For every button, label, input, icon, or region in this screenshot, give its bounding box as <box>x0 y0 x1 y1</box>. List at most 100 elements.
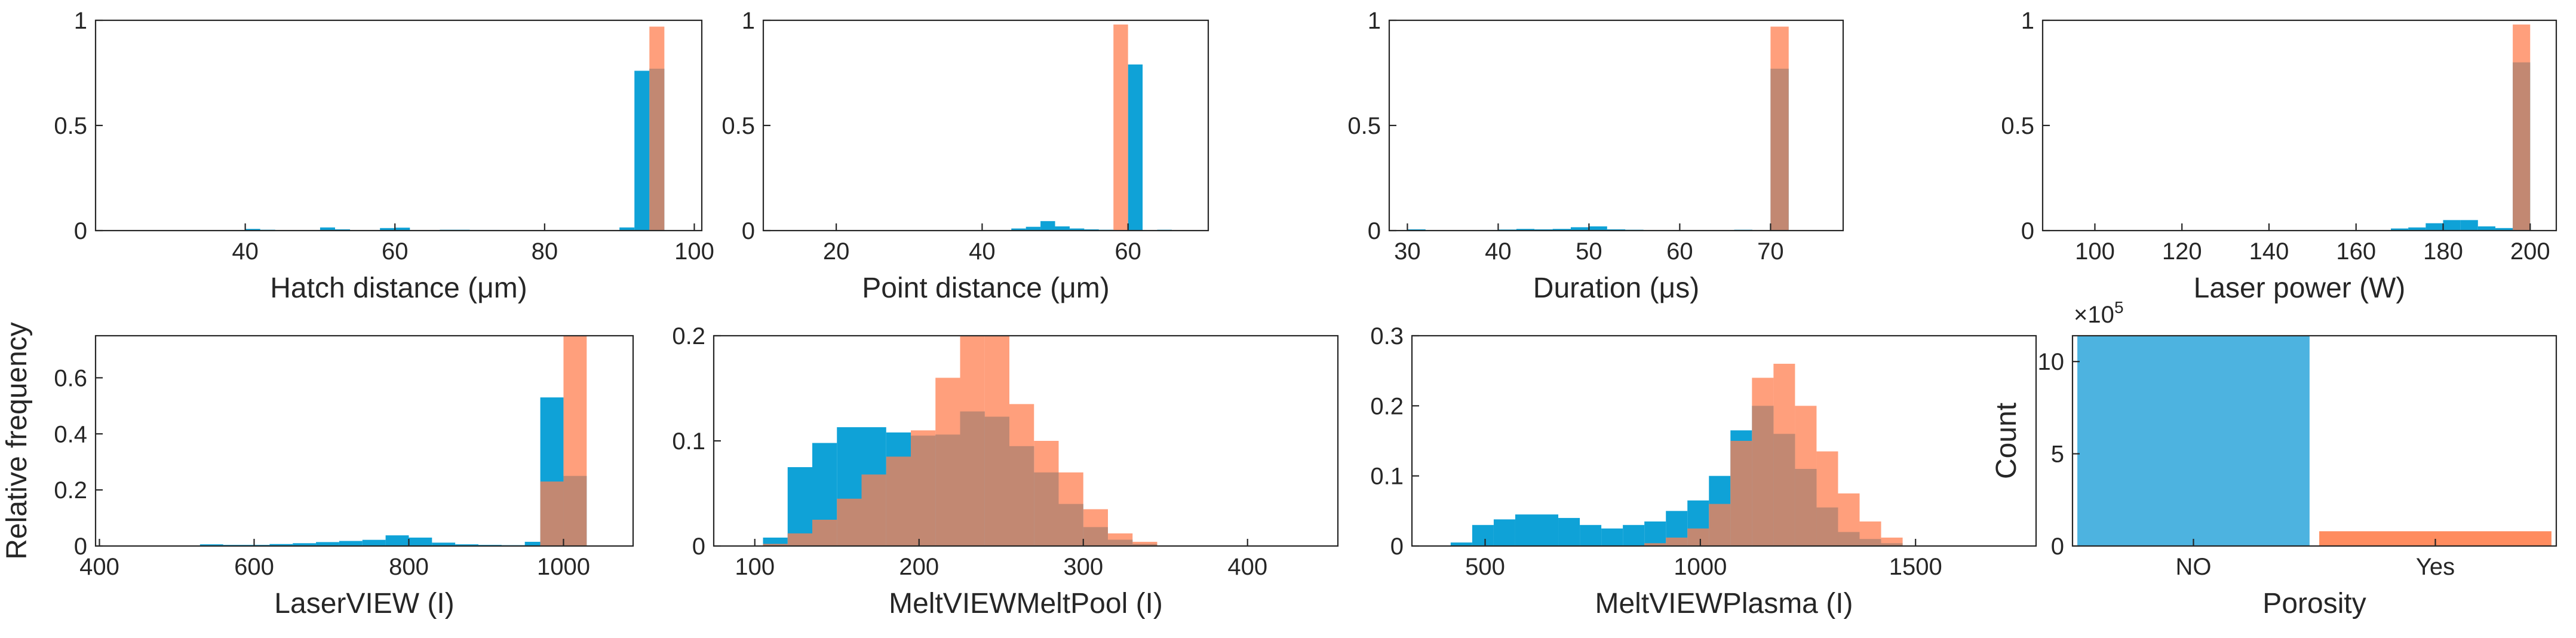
x-axis-label: Hatch distance (μm) <box>270 272 527 304</box>
histogram-bar-yes <box>1644 543 1666 546</box>
x-tick-label: 160 <box>2336 238 2376 265</box>
histogram-bar-no <box>1601 528 1623 546</box>
histogram-bar-yes <box>1083 509 1108 546</box>
histogram-bar-yes <box>1730 441 1752 546</box>
bar-no <box>2077 336 2310 546</box>
histogram-bar-yes <box>1058 472 1083 546</box>
y-tick-label: 0 <box>74 218 87 244</box>
histogram-bar-no <box>1623 524 1645 546</box>
x-tick-label: 60 <box>1666 238 1693 265</box>
histogram-bar-no <box>2408 227 2426 231</box>
histogram-bar-yes <box>984 336 1009 546</box>
panel-meltviewmeltpool: 100 200 300 400 0 0.1 0.2 MeltVIEWMeltPool (I) <box>672 323 1339 619</box>
histogram-bar-yes <box>1752 378 1774 546</box>
axes-box <box>94 19 703 232</box>
histogram-bar-no <box>380 228 395 231</box>
axes-box <box>1411 335 2037 547</box>
histogram-bar-yes <box>563 336 587 546</box>
histogram-bar-no <box>1055 226 1070 231</box>
histogram-bar-no <box>787 467 812 546</box>
x-axis-label: Laser power (W) <box>2194 272 2406 304</box>
histogram-bar-no <box>1472 524 1494 546</box>
panel-duration: 30 40 50 60 70 0 0.5 1 Duration (μs) <box>1347 8 1844 304</box>
x-tick-label: 800 <box>389 554 429 580</box>
histogram-bar-yes <box>1009 404 1034 546</box>
histogram-bar-yes <box>1795 406 1817 546</box>
x-tick-label: 180 <box>2423 238 2463 265</box>
histogram-bar-no <box>362 539 386 546</box>
histogram-bar-yes <box>649 26 665 231</box>
y-tick-label: 0.2 <box>1370 393 1404 419</box>
histogram-bar-no <box>619 227 635 231</box>
histogram-bar-no <box>1580 524 1602 546</box>
x-tick-label: 100 <box>735 554 775 580</box>
histogram-bar-no <box>1069 228 1085 231</box>
x-tick-label: 140 <box>2249 238 2289 265</box>
x-axis-label: Point distance (μm) <box>862 272 1109 304</box>
axes-box <box>94 335 634 547</box>
x-tick-label: 1000 <box>1674 554 1727 580</box>
histogram-bar-yes <box>911 430 936 546</box>
histogram-bar-no <box>1516 229 1535 231</box>
y-tick-label: 0.4 <box>54 421 87 447</box>
histogram-bar-no <box>432 542 456 546</box>
histogram-bar-yes <box>1709 504 1731 546</box>
x-tick-label: 100 <box>674 238 714 265</box>
y-axis-label: Relative frequency <box>1 322 33 560</box>
y-tick-label: 0 <box>74 533 87 560</box>
histogram-bar-yes <box>1666 537 1688 546</box>
x-axis-label: Porosity <box>2262 588 2366 619</box>
histogram-bar-yes <box>886 456 911 546</box>
histogram-bar-no <box>1493 519 1515 546</box>
x-tick-label: 120 <box>2162 238 2202 265</box>
histogram-bar-no <box>320 227 335 231</box>
histogram-bar-yes <box>1108 533 1133 546</box>
histogram-bar-no <box>1558 518 1580 546</box>
x-tick-label: 60 <box>382 238 409 265</box>
histogram-bar-no <box>524 541 541 546</box>
histogram-bar-no <box>269 544 293 546</box>
histogram-bar-yes <box>1113 24 1128 231</box>
y-tick-label: 0 <box>742 218 755 244</box>
histogram-bar-no <box>316 542 339 546</box>
histogram-bar-no <box>1537 514 1559 546</box>
y-tick-label: 1 <box>1368 8 1381 34</box>
histogram-bar-no <box>339 541 363 546</box>
histogram-bar-yes <box>1132 541 1157 546</box>
histogram-bar-yes <box>540 481 564 546</box>
histogram-bar-no <box>1128 64 1143 231</box>
histogram-bar-yes <box>812 520 837 546</box>
y-tick-label: 0.6 <box>54 365 87 391</box>
axes-box <box>2071 335 2557 547</box>
y-tick-label: 0 <box>692 533 705 560</box>
histogram-bar-no <box>1552 229 1571 231</box>
y-tick-label: 1 <box>74 8 87 34</box>
x-tick-label: 40 <box>969 238 996 265</box>
y-tick-label: 0 <box>1390 533 1404 560</box>
panel-point-distance: 20 40 60 0 0.5 1 Point distance (μm) <box>721 8 1209 304</box>
y-tick-label: 0.1 <box>1370 464 1404 490</box>
x-tick-label: 400 <box>79 554 119 580</box>
histogram-bar-no <box>385 535 409 546</box>
histogram-bar-no <box>2391 228 2409 231</box>
x-tick-label: 20 <box>823 238 850 265</box>
x-tick-label: 1500 <box>1889 554 1942 580</box>
x-tick-label: 100 <box>2075 238 2115 265</box>
histogram-bar-no <box>1571 227 1589 231</box>
x-tick-label: 200 <box>899 554 939 580</box>
y-tick-label: 0.5 <box>1347 113 1381 139</box>
histogram-bar-yes <box>763 544 788 546</box>
y-tick-label: 0.5 <box>721 113 755 139</box>
histogram-bar-yes <box>1816 451 1838 546</box>
histogram-bar-no <box>199 544 223 546</box>
panel-hatch-distance: 40 60 80 100 0 0.5 1 Hatch distance (μm) <box>54 8 714 304</box>
y-tick-label: 0.2 <box>672 323 705 349</box>
histogram-bar-no <box>395 228 410 231</box>
histogram-bar-no <box>1026 226 1041 231</box>
histogram-bar-yes <box>837 498 862 546</box>
histogram-bar-no <box>245 229 260 231</box>
y-tick-label: 1 <box>2021 8 2034 34</box>
x-tick-label: 60 <box>1114 238 1141 265</box>
x-tick-label-yes: Yes <box>2416 554 2455 580</box>
histogram-bar-yes <box>787 533 812 546</box>
